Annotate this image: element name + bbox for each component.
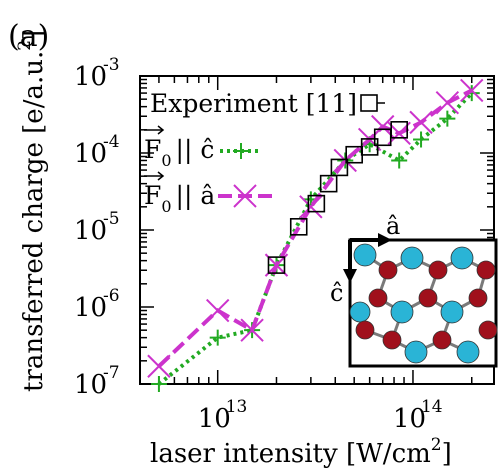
inset-atom-cyan <box>456 340 480 364</box>
inset-atoms <box>349 243 498 364</box>
inset-atom-cyan <box>353 243 377 267</box>
inset-a-label: â <box>386 212 400 240</box>
experiment-point <box>307 194 326 213</box>
f-parallel-c-point <box>439 110 456 127</box>
y-axis-title-close: ] <box>19 30 49 40</box>
legend: Experiment [11]F0 || ĉF0 || â <box>144 89 385 216</box>
inset-atom-red <box>378 260 398 280</box>
inset-atom-red <box>428 260 448 280</box>
experiment-point <box>330 158 349 177</box>
x-axis-title: laser intensity [W/cm2] <box>150 435 452 469</box>
x-tick-label: 10 <box>198 404 231 434</box>
y-axis-title: transferred charge [e/a.u.2] <box>15 30 49 392</box>
inset-atom-cyan <box>349 301 371 323</box>
legend-f-parallel-a-label: F0 || â <box>144 171 215 216</box>
vector-subscript: 0 <box>161 151 171 170</box>
experiment-point <box>267 256 286 274</box>
panel-label: (a) <box>8 19 49 54</box>
inset-atom-red <box>476 260 496 280</box>
y-tick-label: 10 <box>74 139 107 169</box>
vector-symbol: F0 || ĉ <box>144 135 214 170</box>
axis-labels: laser intensity [W/cm2] transferred charg… <box>15 30 452 469</box>
f-parallel-a-point <box>299 195 323 219</box>
vector-symbol: F0 || â <box>144 181 215 216</box>
y-tick-label: 10 <box>74 216 107 246</box>
experiment-point <box>360 138 379 156</box>
vector-relation: || ĉ <box>176 135 215 165</box>
data-series <box>147 78 484 392</box>
y-tick-exponent: -7 <box>103 363 120 383</box>
inset-atom-cyan <box>440 300 464 324</box>
f-parallel-a-point <box>240 318 264 342</box>
f-parallel-c-point <box>209 329 226 346</box>
x-tick-exponent: 14 <box>421 397 443 417</box>
y-tick-exponent: -3 <box>103 55 120 75</box>
f-parallel-c-line <box>157 91 474 386</box>
f-parallel-c-point <box>233 143 249 159</box>
x-axis-title-sup: 2 <box>431 435 442 455</box>
inset-c-arrowhead <box>343 269 357 283</box>
y-tick-label: 10 <box>74 293 107 323</box>
f-parallel-a-point <box>435 90 460 115</box>
experiment-point <box>289 218 308 236</box>
inset-atom-red <box>382 330 402 350</box>
legend-experiment-label: Experiment [11] <box>150 89 357 118</box>
f-parallel-c-point <box>413 131 430 148</box>
inset-a-arrowhead <box>378 233 392 247</box>
inset-atom-red <box>355 320 375 340</box>
x-tick-exponent: 13 <box>226 397 248 417</box>
experiment-point <box>319 174 338 193</box>
inset-atom-red <box>368 288 388 308</box>
inset-atom-cyan <box>404 340 428 364</box>
crystal-structure-inset: â ĉ <box>330 212 498 368</box>
y-tick-exponent: -4 <box>103 132 120 152</box>
y-tick-exponent: -5 <box>103 209 120 229</box>
vector-relation: || â <box>176 181 216 211</box>
vector-arrowhead <box>157 125 165 135</box>
f-parallel-a-point <box>233 184 257 208</box>
f-parallel-a-point <box>333 148 357 173</box>
vector-subscript: 0 <box>161 197 171 216</box>
x-tick-label: 10 <box>393 404 426 434</box>
y-tick-exponent: -6 <box>103 286 120 306</box>
legend-f-parallel-c-label: F0 || ĉ <box>144 125 214 170</box>
inset-atom-red <box>418 288 438 308</box>
inset-atom-cyan <box>390 300 414 324</box>
inset-atom-red <box>478 320 498 340</box>
vector-arrowhead <box>157 171 165 181</box>
inset-atom-red <box>468 288 488 308</box>
f-parallel-a-point <box>147 354 171 378</box>
inset-c-label: ĉ <box>330 279 343 307</box>
inset-atom-cyan <box>450 246 474 270</box>
f-parallel-c-point <box>391 152 408 169</box>
y-tick-label: 10 <box>74 370 107 400</box>
experiment-point <box>360 94 378 112</box>
inset-atom-cyan <box>400 246 424 270</box>
inset-atom-red <box>432 330 452 350</box>
y-tick-label: 10 <box>74 62 107 92</box>
f-parallel-a-point <box>460 78 484 103</box>
f-parallel-a-point <box>409 110 433 135</box>
f-parallel-a-point <box>205 298 230 323</box>
x-axis-title-close: ] <box>442 439 452 469</box>
f-parallel-c-point <box>150 376 167 392</box>
y-axis-title-sup: 2 <box>15 40 35 51</box>
experiment-point <box>390 121 408 139</box>
